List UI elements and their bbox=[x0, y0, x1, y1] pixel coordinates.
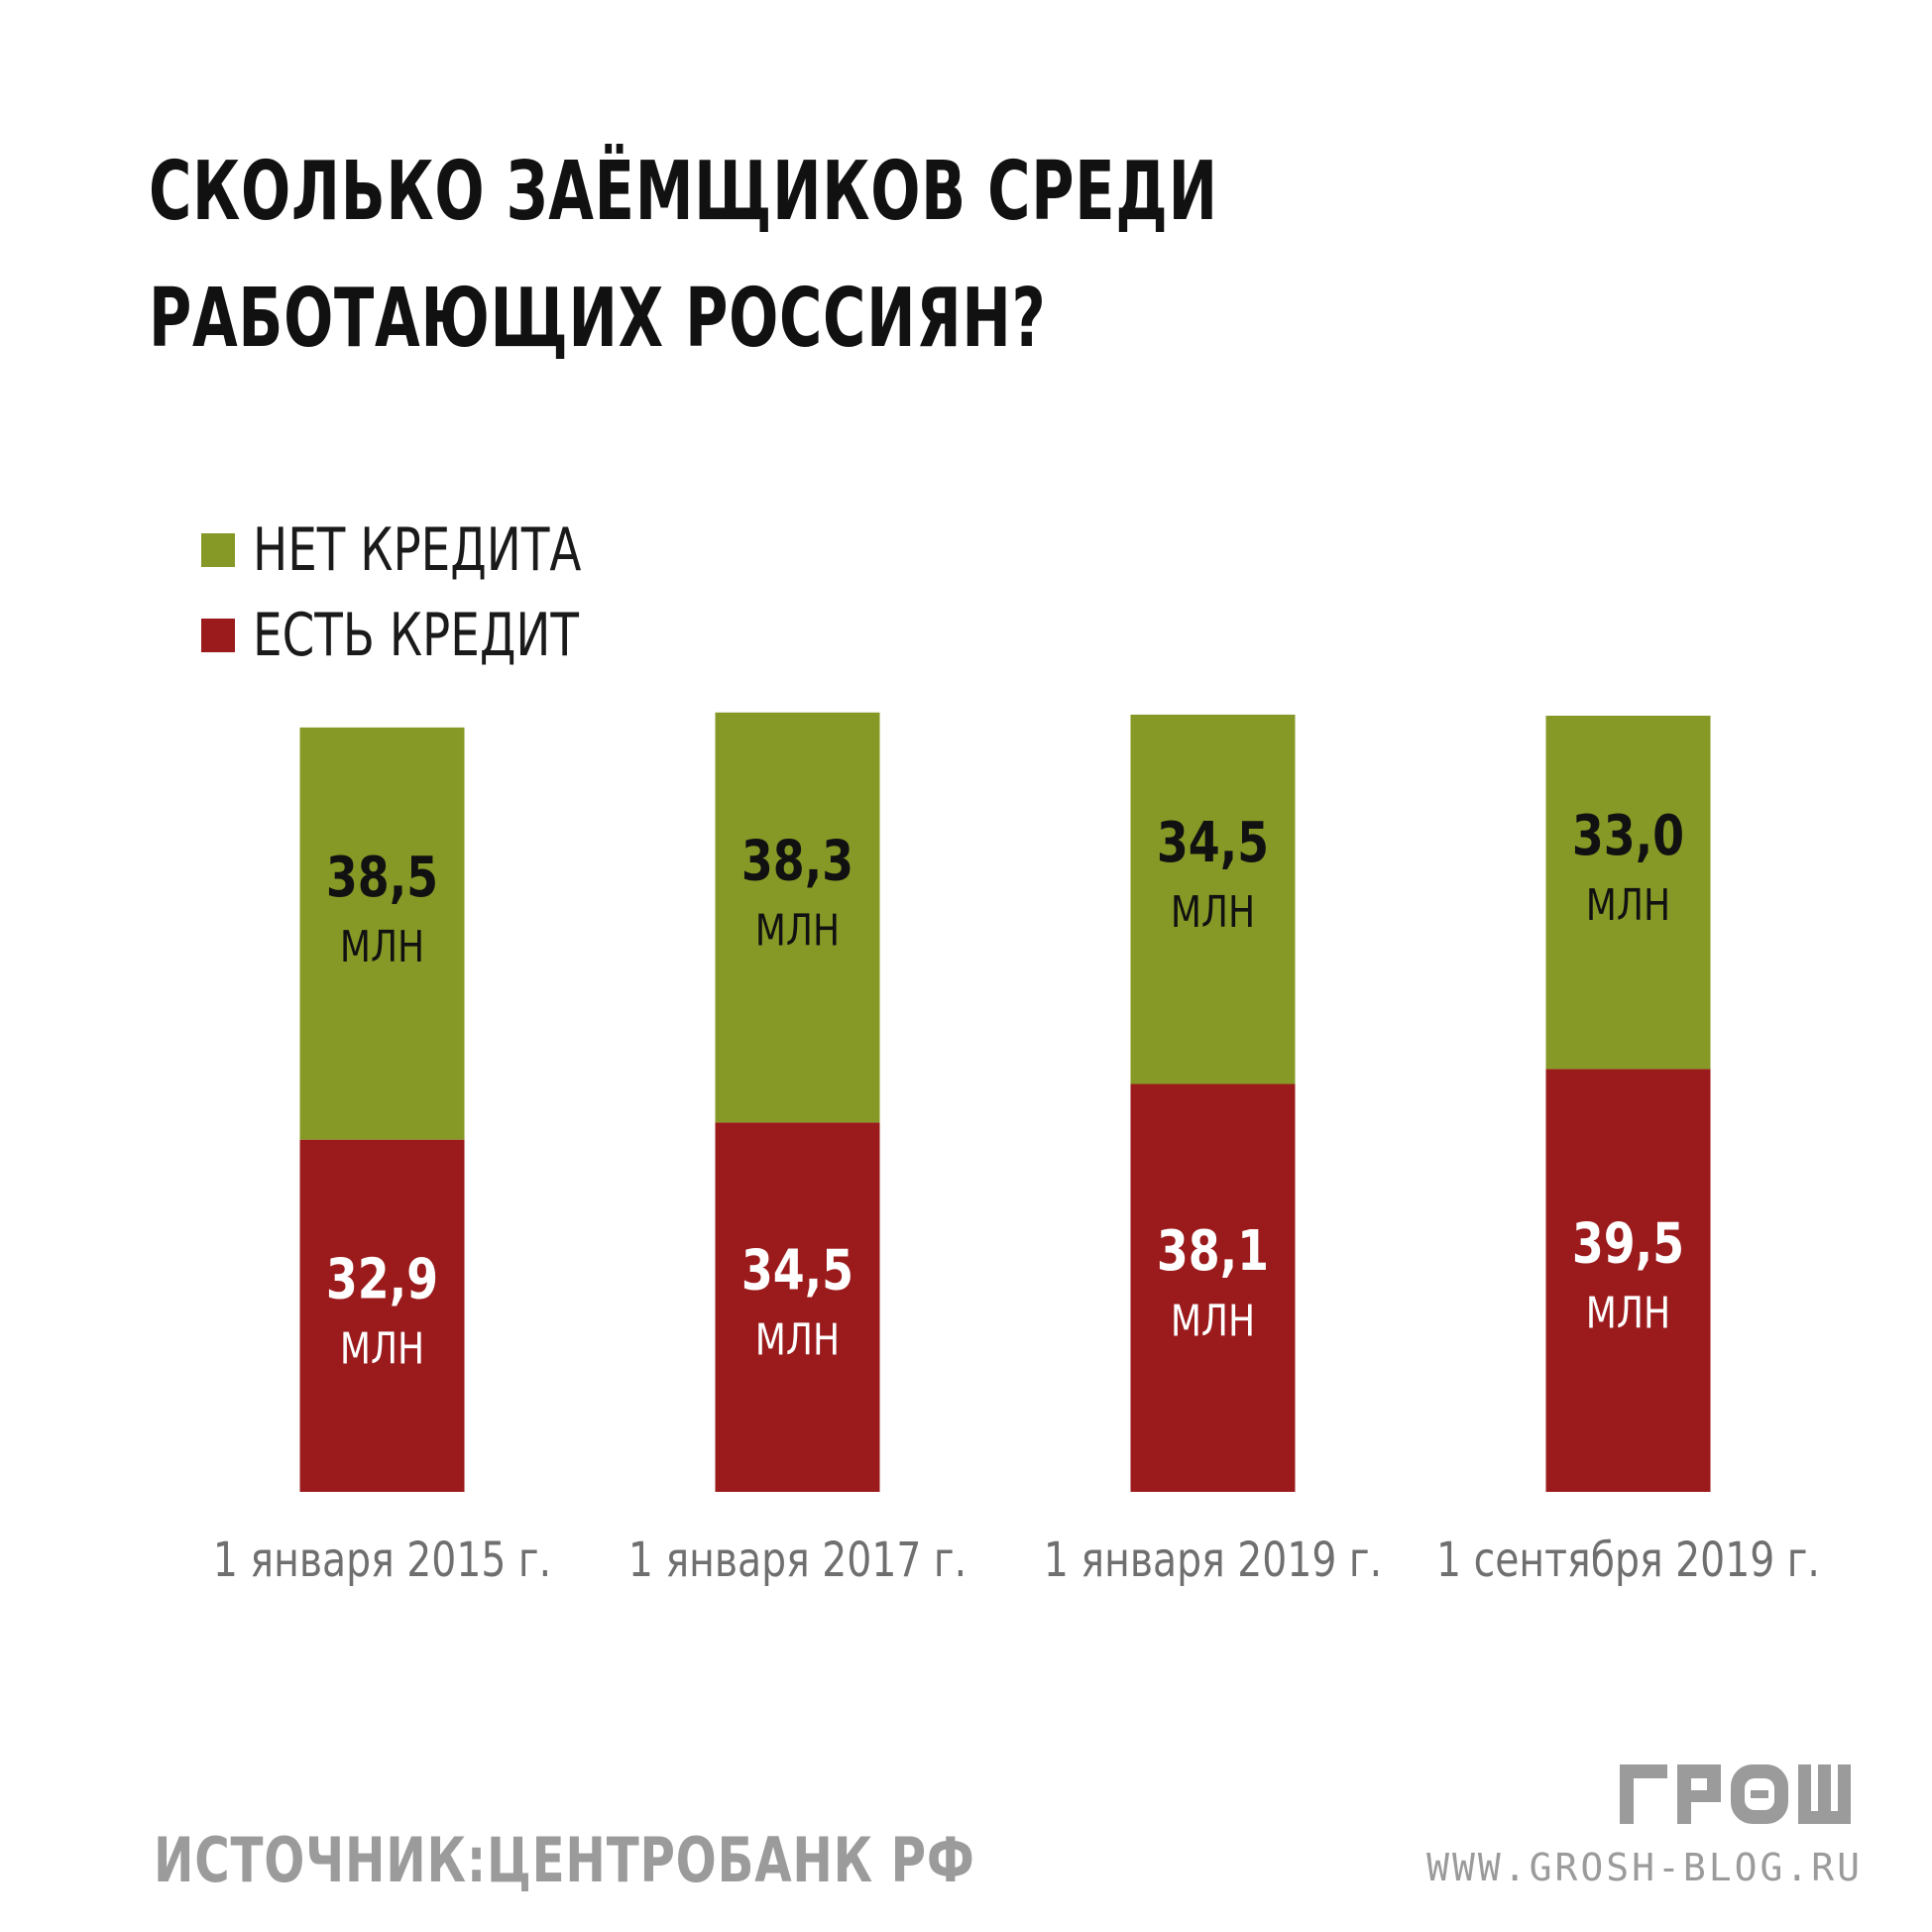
chart-title: СКОЛЬКО ЗАЁМЩИКОВ СРЕДИ РАБОТАЮЩИХ РОССИ… bbox=[149, 145, 1218, 366]
legend-swatch-no-credit bbox=[201, 533, 235, 567]
source-note: ИСТОЧНИК:ЦЕНТРОБАНК РФ bbox=[154, 1824, 975, 1896]
data-label-has-credit: 34,5 bbox=[741, 1238, 853, 1304]
legend-swatch-has-credit bbox=[201, 619, 235, 652]
unit-label-no-credit: МЛН bbox=[340, 922, 424, 971]
bar-has-credit bbox=[1545, 1069, 1711, 1492]
legend-label-no-credit: НЕТ КРЕДИТА bbox=[253, 515, 582, 585]
category-label: 1 января 2019 г. bbox=[1044, 1533, 1382, 1588]
unit-label-has-credit: МЛН bbox=[1171, 1297, 1255, 1346]
bar-no-credit bbox=[715, 712, 880, 1123]
legend-item-no-credit: НЕТ КРЕДИТА bbox=[201, 508, 674, 593]
category-label: 1 января 2017 г. bbox=[628, 1533, 966, 1588]
legend: НЕТ КРЕДИТА ЕСТЬ КРЕДИТ bbox=[201, 508, 674, 678]
website-url: WWW.GROSH-BLOG.RU bbox=[1426, 1846, 1863, 1889]
unit-label-no-credit: МЛН bbox=[1586, 881, 1670, 931]
legend-label-has-credit: ЕСТЬ КРЕДИТ bbox=[253, 601, 580, 670]
bar-has-credit bbox=[299, 1139, 465, 1492]
bar-no-credit bbox=[1130, 714, 1296, 1084]
data-label-has-credit: 32,9 bbox=[326, 1247, 438, 1312]
unit-label-no-credit: МЛН bbox=[1171, 888, 1255, 938]
data-label-no-credit: 38,3 bbox=[741, 829, 853, 894]
data-label-no-credit: 33,0 bbox=[1572, 804, 1684, 869]
legend-item-has-credit: ЕСТЬ КРЕДИТ bbox=[201, 593, 674, 678]
data-label-no-credit: 34,5 bbox=[1157, 811, 1269, 876]
data-label-has-credit: 38,1 bbox=[1157, 1219, 1269, 1285]
unit-label-has-credit: МЛН bbox=[340, 1324, 424, 1374]
bar-has-credit bbox=[715, 1122, 880, 1492]
category-label: 1 января 2015 г. bbox=[213, 1533, 551, 1588]
bar-has-credit bbox=[1130, 1083, 1296, 1492]
stacked-bar-chart: 38,5 МЛН 32,9 МЛН 1 января 2015 г. 38,3 МЛН 34,… bbox=[213, 712, 1820, 1588]
category-label: 1 сентября 2019 г. bbox=[1436, 1533, 1820, 1588]
unit-label-has-credit: МЛН bbox=[1586, 1289, 1670, 1338]
grosh-logo bbox=[1620, 1764, 1851, 1824]
unit-label-no-credit: МЛН bbox=[755, 906, 840, 956]
unit-label-has-credit: МЛН bbox=[755, 1315, 840, 1365]
data-label-has-credit: 39,5 bbox=[1572, 1211, 1684, 1277]
data-label-no-credit: 38,5 bbox=[326, 845, 438, 910]
bar-no-credit bbox=[1545, 716, 1711, 1070]
bar-no-credit bbox=[299, 727, 465, 1140]
